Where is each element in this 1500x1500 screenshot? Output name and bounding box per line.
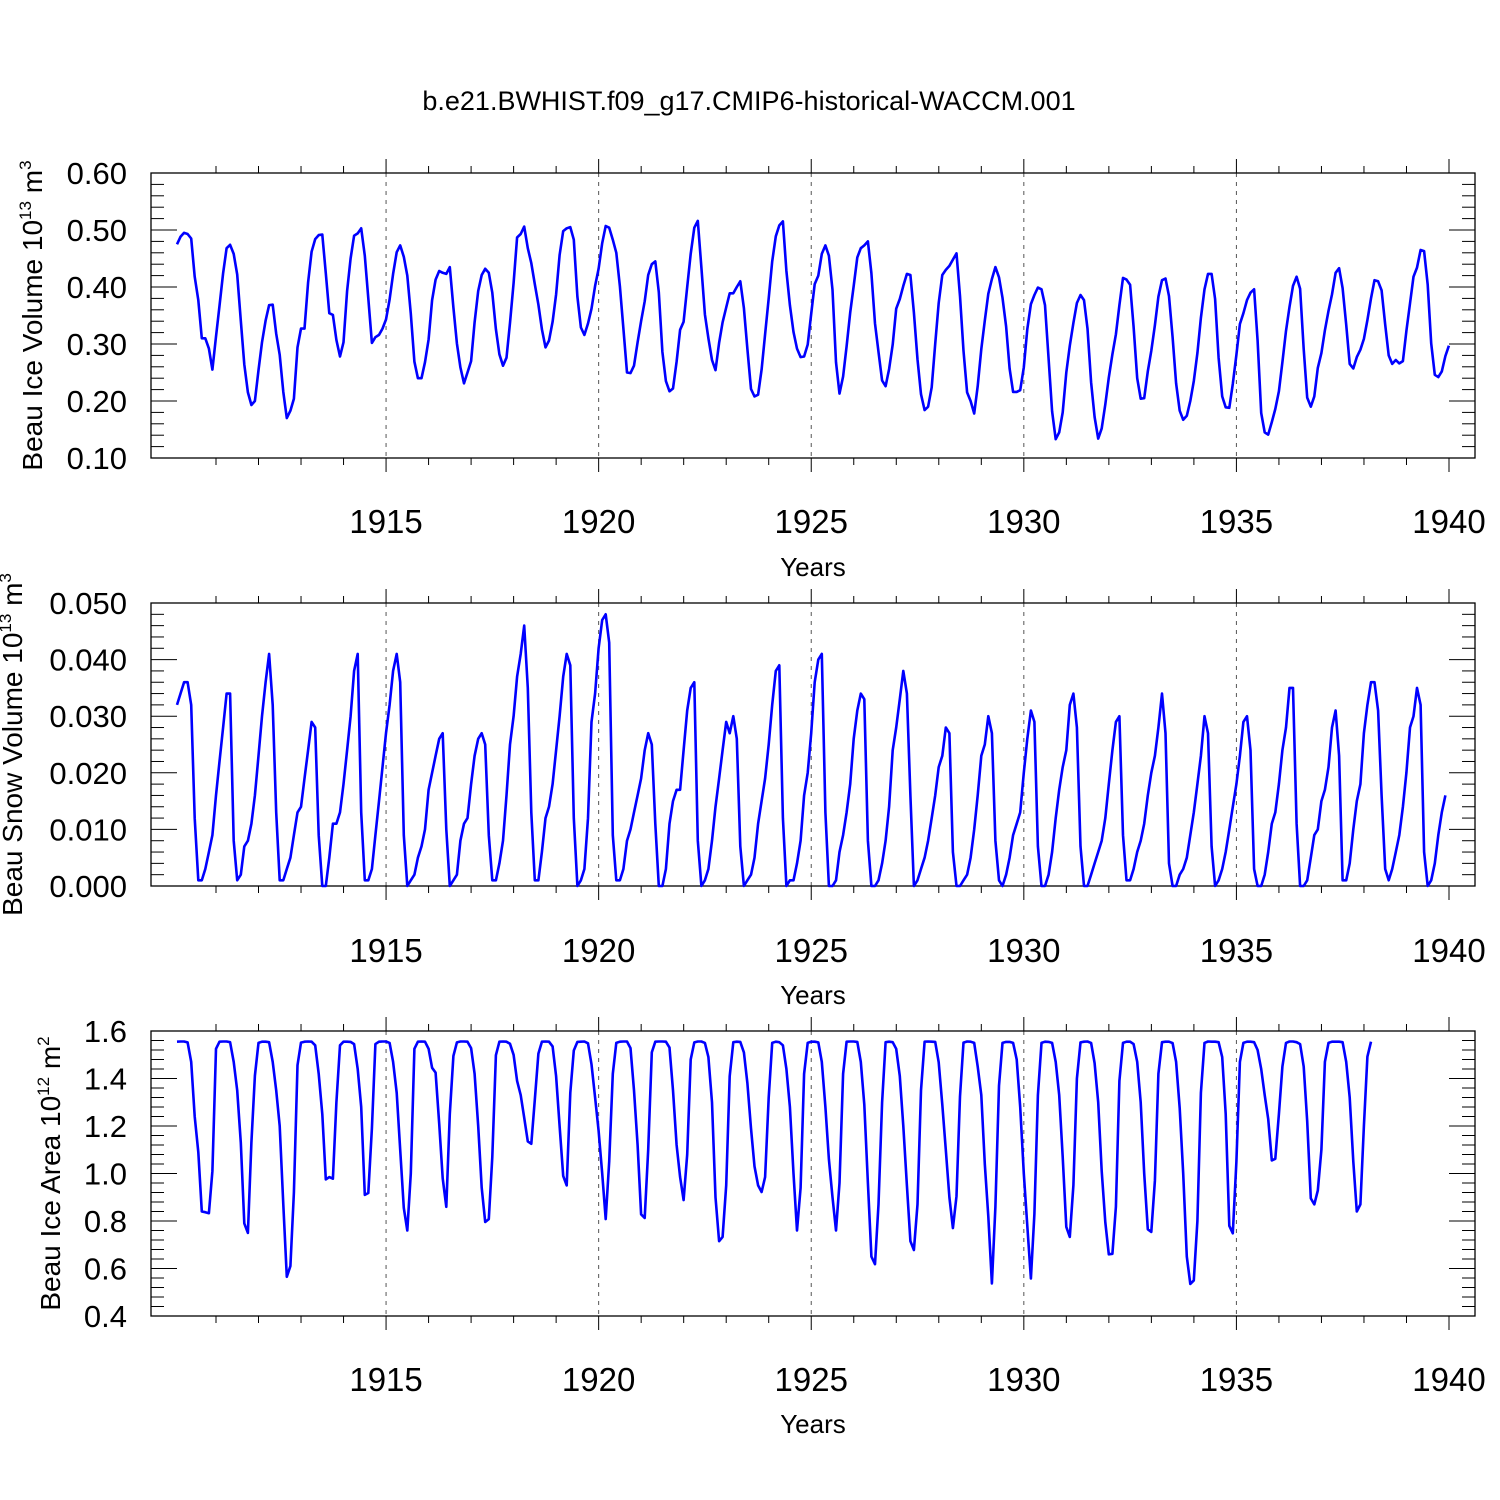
x-tick-label: 1925	[775, 503, 848, 540]
x-tick-label: 1925	[775, 1361, 848, 1398]
y-axis-label: Beau Ice Area 1012 m2	[34, 1036, 66, 1310]
x-tick-label: 1920	[562, 503, 635, 540]
chart-panel-ice-area: 1915 1920 1925 1930 1935 1940 Years 0.4 0.6 0.8 1.…	[34, 1014, 1486, 1439]
y-tick-label: 0.60	[67, 156, 127, 191]
series-line-snow-volume	[175, 612, 1447, 888]
series-line-ice-area	[176, 1040, 1373, 1286]
series-line-ice-volume	[175, 219, 1451, 441]
y-tick-label: 0.6	[84, 1252, 127, 1287]
y-tick-label: 0.30	[67, 327, 127, 362]
x-axis-label: Years	[780, 980, 846, 1010]
x-tick-label: 1925	[775, 932, 848, 969]
x-tick-label: 1935	[1200, 503, 1273, 540]
y-tick-label: 0.030	[49, 699, 127, 734]
x-tick-label: 1940	[1412, 932, 1485, 969]
x-tick-label: 1930	[987, 932, 1060, 969]
y-tick-label: 0.8	[84, 1204, 127, 1239]
x-tick-label: 1915	[349, 932, 422, 969]
plot-frame	[150, 602, 1476, 887]
x-axis-label: Years	[780, 1409, 846, 1439]
y-axis-label: Beau Snow Volume 1013 m3	[0, 573, 28, 916]
y-tick-label: 1.4	[84, 1062, 127, 1097]
x-tick-label: 1915	[349, 503, 422, 540]
y-tick-label: 1.6	[84, 1014, 127, 1049]
y-tick-label: 0.010	[49, 812, 127, 847]
y-tick-label: 0.4	[84, 1299, 127, 1334]
chart-panel-ice-volume: 1915 1920 1925 1930 1935 1940 Years 0.10 0.20 0.3…	[16, 156, 1486, 582]
y-axis-label: Beau Ice Volume 1013 m3	[16, 160, 48, 470]
y-tick-label: 0.000	[49, 869, 127, 904]
y-tick-label: 0.040	[49, 643, 127, 678]
x-axis-label: Years	[780, 552, 846, 582]
y-tick-label: 0.50	[67, 213, 127, 248]
y-tick-label: 0.050	[49, 586, 127, 621]
chart-panels: 1915 1920 1925 1930 1935 1940 Years 0.10 0.20 0.3…	[0, 156, 1486, 1439]
x-tick-label: 1930	[987, 1361, 1060, 1398]
x-tick-label: 1940	[1412, 1361, 1485, 1398]
y-tick-label: 0.10	[67, 441, 127, 476]
x-tick-label: 1920	[562, 932, 635, 969]
x-tick-label: 1935	[1200, 1361, 1273, 1398]
y-tick-label: 0.20	[67, 384, 127, 419]
chart-panel-snow-volume: 1915 1920 1925 1930 1935 1940 Years 0.000 0.010 0…	[0, 573, 1486, 1010]
y-tick-label: 1.2	[84, 1109, 127, 1144]
y-tick-label: 0.020	[49, 756, 127, 791]
x-tick-label: 1930	[987, 503, 1060, 540]
plot-frame	[150, 172, 1476, 459]
x-tick-label: 1915	[349, 1361, 422, 1398]
x-tick-label: 1935	[1200, 932, 1273, 969]
x-tick-label: 1920	[562, 1361, 635, 1398]
y-tick-label: 0.40	[67, 270, 127, 305]
x-tick-label: 1940	[1412, 503, 1485, 540]
figure-title: b.e21.BWHIST.f09_g17.CMIP6-historical-WA…	[422, 86, 1075, 116]
y-tick-label: 1.0	[84, 1157, 127, 1192]
